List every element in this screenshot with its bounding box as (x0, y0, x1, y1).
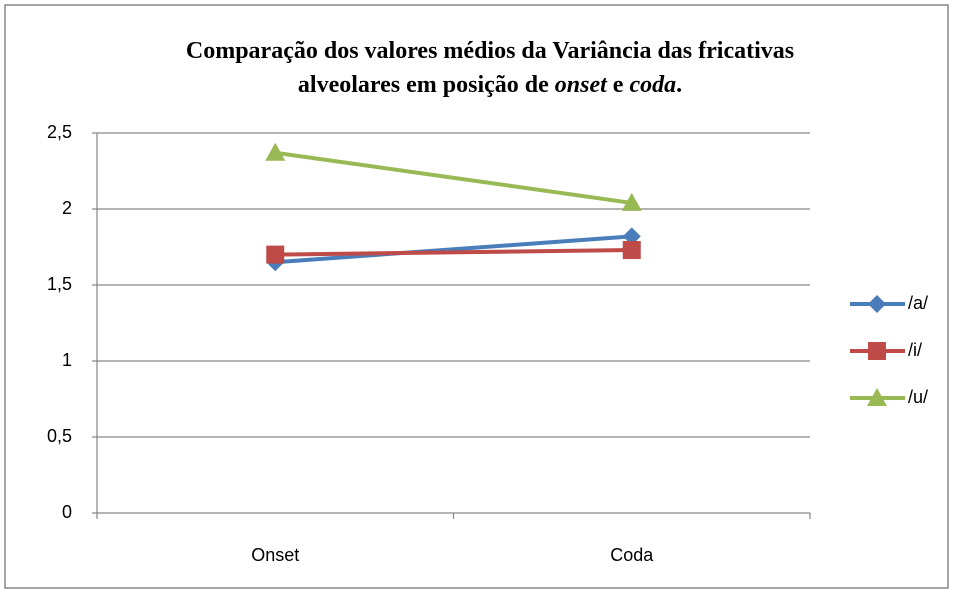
y-tick-label: 0 (62, 502, 72, 522)
marker (621, 192, 642, 211)
series-line (275, 248, 632, 257)
marker (868, 342, 886, 360)
chart-border (4, 4, 949, 589)
y-tick-label: 2,5 (47, 122, 72, 142)
y-tick-label: 1 (62, 350, 72, 370)
title-run: . (676, 72, 682, 98)
title-run: coda (629, 72, 676, 98)
chart-title: alveolares em posição de onset e coda. (298, 72, 682, 98)
x-tick-label: Coda (610, 545, 654, 565)
chart-title: Comparação dos valores médios da Variânc… (186, 38, 794, 64)
y-tick-label: 2 (62, 198, 72, 218)
marker (867, 388, 887, 406)
title-run: onset (555, 72, 608, 98)
marker (868, 295, 886, 313)
marker (266, 245, 285, 264)
legend-label: /a/ (908, 293, 928, 313)
title-run: Comparação dos valores médios da Variânc… (186, 38, 794, 64)
y-tick-label: 0,5 (47, 426, 72, 446)
legend-label: /i/ (908, 340, 922, 360)
marker (622, 227, 641, 246)
title-run: e (607, 72, 630, 98)
title-run: alveolares em posição de (298, 72, 555, 98)
series-line (275, 234, 632, 265)
y-tick-label: 1,5 (47, 274, 72, 294)
marker (265, 142, 286, 161)
marker (622, 241, 641, 260)
series-line (274, 150, 633, 205)
x-tick-label: Onset (251, 545, 299, 565)
legend-label: /u/ (908, 387, 928, 407)
